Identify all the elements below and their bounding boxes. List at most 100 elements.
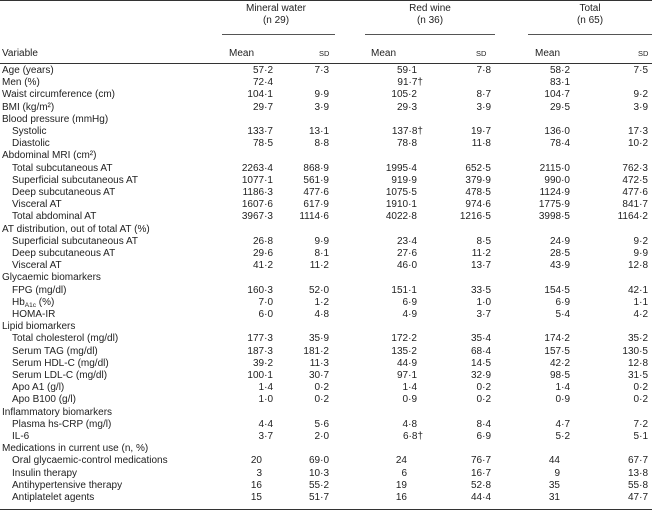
total-mean: 174·2 <box>544 333 570 345</box>
total-mean: 157·5 <box>544 345 570 357</box>
total-sd: 12·8 <box>627 357 648 369</box>
red-wine-mean: 44·9 <box>396 357 417 369</box>
mineral-water-mean: 72·4 <box>252 77 273 89</box>
row-label-text: Serum HDL-C (mg/dl) <box>12 357 109 369</box>
mineral-water-mean: 16 <box>250 479 262 491</box>
red-wine-sd: 68·4 <box>470 345 491 357</box>
total-sd: 7·2 <box>633 418 648 430</box>
red-wine-mean: 24 <box>395 455 407 467</box>
mineral-water-sd: 1·2 <box>314 296 329 308</box>
row-label-text: Deep subcutaneous AT <box>12 248 116 259</box>
red-wine-sd: 478·5 <box>465 187 491 198</box>
total-mean: 9 <box>554 467 560 479</box>
red-wine-mean: 1·4 <box>402 382 417 394</box>
table-row: Visceral AT 41·2 11·2 46·0 13·7 43·9 12·8 <box>0 260 652 272</box>
group-n: (n 65) <box>576 15 604 26</box>
total-sd: 42·1 <box>627 284 648 296</box>
mineral-water-sd: 10·3 <box>308 467 329 479</box>
row-label-text: Total cholesterol (mg/dl) <box>12 333 119 345</box>
group-header-mineral-water: Mineral water (n 29) <box>206 3 346 27</box>
row-label-text: Plasma hs-CRP (mg/l) <box>12 418 112 430</box>
red-wine-mean: 172·2 <box>391 333 417 345</box>
total-mean: 42·2 <box>549 357 570 369</box>
red-wine-sd: 8·7 <box>476 89 491 101</box>
red-wine-mean: 19 <box>395 479 407 491</box>
group-name: Total <box>579 3 601 14</box>
total-mean: 5·4 <box>555 309 570 320</box>
total-sd: 4·2 <box>633 309 648 320</box>
total-sd: 841·7 <box>622 199 648 211</box>
row-label: HOMA-IR <box>12 309 55 321</box>
sd-header: SD <box>638 49 649 58</box>
group-header-total: Total (n 65) <box>520 3 652 27</box>
row-label: Diastolic <box>12 138 50 150</box>
row-label-text: Visceral AT <box>12 199 62 211</box>
row-label-text: Antiplatelet agents <box>12 492 95 503</box>
mineral-water-sd: 0·2 <box>314 382 329 394</box>
row-label: Deep subcutaneous AT <box>12 187 115 199</box>
table-row: Waist circumference (cm) 104·1 9·9 105·2 8·7… <box>0 89 652 101</box>
red-wine-sd: 1·0 <box>476 296 491 308</box>
red-wine-sd: 1216·5 <box>459 211 491 223</box>
total-mean: 6·9 <box>555 296 570 308</box>
table-row: IL-6 3·7 2·0 6·8† 6·9 5·2 5·1 <box>0 431 652 443</box>
row-label: Serum LDL-C (mg/dl) <box>12 370 107 382</box>
row-label: Total abdominal AT <box>12 211 96 223</box>
mean-header: Mean <box>371 48 397 59</box>
mineral-water-sd: 52·0 <box>308 284 329 296</box>
red-wine-mean: 151·1 <box>391 284 417 296</box>
table-row: Plasma hs-CRP (mg/l) 4·4 5·6 4·8 8·4 4·7 7·2 <box>0 419 652 431</box>
table-row: Men (%) 72·4 91·7† 83·1 <box>0 77 652 89</box>
total-mean: 35 <box>548 479 560 491</box>
variable-header: Variable <box>2 48 38 59</box>
total-sd: 35·2 <box>627 333 648 345</box>
red-wine-sd: 652·5 <box>465 162 491 174</box>
row-label-text: Men (%) <box>2 77 40 89</box>
row-label-text: Age (years) <box>2 65 54 76</box>
row-label-text: Deep subcutaneous AT <box>12 187 116 198</box>
mineral-water-sd: 3·9 <box>314 101 329 113</box>
mineral-water-sd: 11·3 <box>309 357 329 369</box>
row-label-text: Inflammatory biomarkers <box>2 406 113 418</box>
row-label-text: HOMA-IR <box>12 309 56 320</box>
header-rule <box>0 63 652 64</box>
mineral-water-mean: 29·7 <box>252 101 273 113</box>
row-label-subscript: A1c <box>24 301 36 309</box>
red-wine-mean: 4·8 <box>402 418 417 430</box>
red-wine-sd: 19·7 <box>470 126 491 137</box>
mineral-water-mean: 15 <box>250 492 262 503</box>
total-sd: 55·8 <box>627 479 648 491</box>
mineral-water-mean: 3·7 <box>258 431 273 442</box>
mineral-water-mean: 100·1 <box>247 370 273 381</box>
row-label-text: Superficial subcutaneous AT <box>12 235 139 247</box>
red-wine-sd: 16·7 <box>470 467 491 479</box>
row-label-text: Total subcutaneous AT <box>12 162 113 174</box>
mineral-water-mean: 26·8 <box>252 235 273 247</box>
red-wine-mean: 46·0 <box>396 260 417 272</box>
group-underline <box>222 34 335 35</box>
table-row: Apo B100 (g/l) 1·0 0·2 0·9 0·2 0·9 0·2 <box>0 394 652 406</box>
total-mean: 1775·9 <box>538 199 570 211</box>
red-wine-sd: 11·2 <box>471 248 491 259</box>
row-label: Medications in current use (n, %) <box>2 443 148 455</box>
total-mean: 104·7 <box>544 89 570 101</box>
red-wine-sd: 11·8 <box>471 138 491 150</box>
mineral-water-sd: 0·2 <box>314 394 329 406</box>
table-row: Antiplatelet agents 15 51·7 16 44·4 31 47·7 <box>0 492 652 504</box>
bottom-rule <box>0 509 652 510</box>
table-row: Visceral AT 1607·6 617·9 1910·1 974·6 1775·9 8… <box>0 199 652 211</box>
table-row: Apo A1 (g/l) 1·4 0·2 1·4 0·2 1·4 0·2 <box>0 382 652 394</box>
table-row: Inflammatory biomarkers <box>0 407 652 419</box>
row-label: Men (%) <box>2 77 40 89</box>
red-wine-sd: 35·4 <box>470 333 491 345</box>
mineral-water-mean: 29·6 <box>252 248 273 259</box>
total-mean: 154·5 <box>544 284 570 296</box>
total-mean: 136·0 <box>544 126 570 137</box>
mineral-water-mean: 187·3 <box>247 345 273 357</box>
row-label: Glycaemic biomarkers <box>2 272 101 284</box>
red-wine-sd: 44·4 <box>470 492 491 503</box>
row-label-text: Abdominal MRI (cm²) <box>2 150 97 162</box>
red-wine-mean: 1910·1 <box>385 199 417 211</box>
total-mean: 990·0 <box>544 174 570 186</box>
row-label: IL-6 <box>12 431 29 443</box>
